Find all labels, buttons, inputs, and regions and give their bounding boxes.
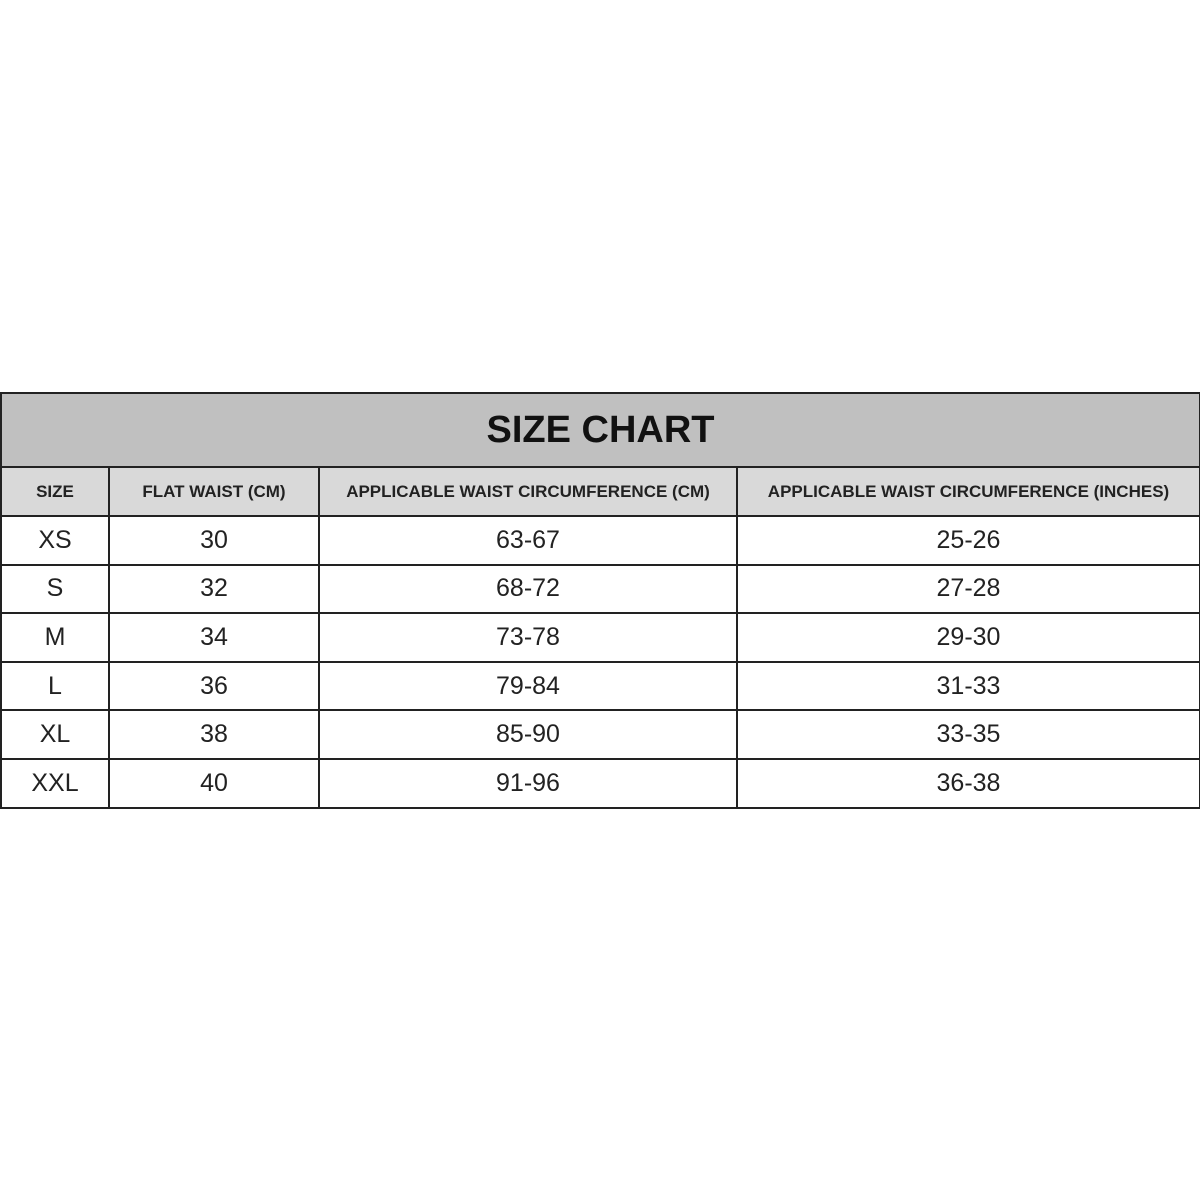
- cell-flat-waist: 38: [108, 709, 320, 760]
- table-row: XL 38 85-90 33-35: [0, 709, 1200, 760]
- table-row: L 36 79-84 31-33: [0, 660, 1200, 712]
- table-row: S 32 68-72 27-28: [0, 563, 1200, 615]
- cell-waist-cm: 68-72: [318, 563, 738, 615]
- cell-flat-waist: 40: [108, 757, 320, 809]
- column-header-flat-waist: FLAT WAIST (CM): [108, 466, 320, 517]
- cell-size: XXL: [0, 757, 110, 809]
- cell-waist-cm: 79-84: [318, 660, 738, 712]
- cell-waist-inches: 27-28: [736, 563, 1200, 615]
- cell-waist-inches: 29-30: [736, 612, 1200, 663]
- cell-flat-waist: 34: [108, 612, 320, 663]
- cell-waist-inches: 25-26: [736, 515, 1200, 566]
- cell-waist-inches: 33-35: [736, 709, 1200, 760]
- column-header-waist-cm: APPLICABLE WAIST CIRCUMFERENCE (CM): [318, 466, 738, 517]
- column-header-waist-inches: APPLICABLE WAIST CIRCUMFERENCE (INCHES): [736, 466, 1200, 517]
- cell-flat-waist: 36: [108, 660, 320, 712]
- cell-waist-inches: 36-38: [736, 757, 1200, 809]
- cell-size: M: [0, 612, 110, 663]
- size-chart-table: SIZE CHART SIZE FLAT WAIST (CM) APPLICAB…: [0, 392, 1200, 809]
- column-header-size: SIZE: [0, 466, 110, 517]
- cell-flat-waist: 30: [108, 515, 320, 566]
- cell-size: S: [0, 563, 110, 615]
- cell-size: XL: [0, 709, 110, 760]
- cell-waist-cm: 63-67: [318, 515, 738, 566]
- cell-waist-cm: 85-90: [318, 709, 738, 760]
- table-row: XXL 40 91-96 36-38: [0, 757, 1200, 809]
- cell-size: L: [0, 660, 110, 712]
- cell-waist-cm: 91-96: [318, 757, 738, 809]
- cell-waist-cm: 73-78: [318, 612, 738, 663]
- table-row: XS 30 63-67 25-26: [0, 515, 1200, 566]
- table-title: SIZE CHART: [0, 392, 1200, 468]
- cell-waist-inches: 31-33: [736, 660, 1200, 712]
- table-row: M 34 73-78 29-30: [0, 612, 1200, 663]
- cell-flat-waist: 32: [108, 563, 320, 615]
- cell-size: XS: [0, 515, 110, 566]
- header-row: SIZE FLAT WAIST (CM) APPLICABLE WAIST CI…: [0, 466, 1200, 517]
